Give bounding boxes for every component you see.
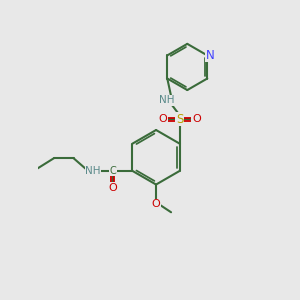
Text: NH: NH	[159, 95, 175, 105]
Text: S: S	[176, 113, 183, 126]
Text: O: O	[152, 199, 161, 209]
Text: C: C	[110, 166, 116, 176]
Text: O: O	[108, 182, 117, 193]
Text: N: N	[206, 49, 214, 62]
Text: O: O	[192, 114, 201, 124]
Text: NH: NH	[85, 166, 101, 176]
Text: O: O	[159, 114, 167, 124]
